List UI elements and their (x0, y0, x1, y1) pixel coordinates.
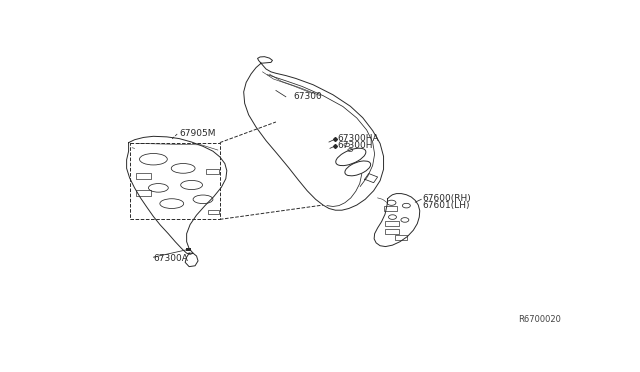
Bar (395, 235, 408, 240)
Bar (208, 210, 219, 214)
Bar (186, 248, 191, 251)
Text: 67300HA: 67300HA (337, 134, 378, 143)
Text: 67300: 67300 (293, 92, 322, 101)
Bar (385, 229, 399, 234)
Bar (136, 190, 152, 196)
Text: R6700020: R6700020 (518, 315, 561, 324)
Text: 67601(LH): 67601(LH) (422, 201, 470, 209)
Text: 67905M: 67905M (179, 129, 216, 138)
Text: 67600(RH): 67600(RH) (422, 194, 471, 203)
Bar (385, 221, 399, 226)
Bar (136, 173, 152, 179)
Bar (207, 169, 219, 174)
Text: 67300A: 67300A (154, 254, 188, 263)
Text: 67300H: 67300H (337, 141, 372, 150)
Bar (383, 206, 397, 211)
